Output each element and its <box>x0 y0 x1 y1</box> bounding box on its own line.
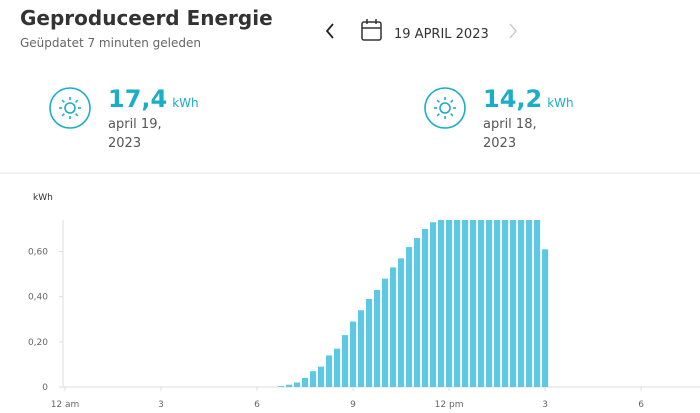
bar <box>542 249 549 387</box>
bar <box>390 267 397 387</box>
bar <box>510 220 517 387</box>
bar <box>446 220 453 387</box>
sun-ray <box>61 113 65 117</box>
x-tick-label: 12 am <box>51 400 80 410</box>
x-tick-label: 6 <box>254 400 260 410</box>
bar <box>526 220 533 387</box>
y-tick-label: 0,60 <box>28 248 48 258</box>
sun-ray <box>436 99 440 103</box>
x-tick-label: 6 <box>638 400 644 410</box>
sun-ray <box>75 99 79 103</box>
bar <box>286 384 293 387</box>
x-tick-label: 3 <box>542 400 548 410</box>
sun-ray <box>450 99 454 103</box>
sun-ray <box>436 113 440 117</box>
bar <box>534 220 541 387</box>
prev-day[interactable] <box>325 23 334 39</box>
bar <box>414 238 421 387</box>
energy-value: 17,4 <box>108 85 167 113</box>
energy-value: 14,2 <box>483 85 542 113</box>
energy-date: april 18, 2023 <box>483 117 537 151</box>
sun-ray <box>61 99 65 103</box>
y-tick-label: 0,20 <box>28 338 48 348</box>
bar <box>326 355 333 387</box>
bar <box>278 386 285 387</box>
bar <box>382 278 389 387</box>
bar <box>502 220 509 387</box>
sun-ray <box>75 113 79 117</box>
bar <box>366 298 373 387</box>
bar <box>398 258 405 387</box>
bar <box>318 366 325 387</box>
subtitle: Geüpdatet 7 minuten geleden <box>20 36 201 50</box>
bar <box>438 220 445 387</box>
bar <box>518 220 525 387</box>
calendar-icon[interactable] <box>361 19 382 41</box>
sun-icon-ring <box>49 87 91 129</box>
bar <box>422 229 429 387</box>
bar <box>342 335 349 387</box>
bar <box>350 321 357 387</box>
bar <box>478 220 485 387</box>
bar <box>358 310 365 387</box>
y-axis-label: kWh <box>33 193 53 203</box>
energy-unit: kWh <box>547 96 573 110</box>
bar <box>310 371 317 387</box>
x-tick-label: 3 <box>158 400 164 410</box>
bar <box>302 377 309 387</box>
bar <box>494 220 501 387</box>
energy-unit: kWh <box>172 96 198 110</box>
sun-icon <box>439 102 451 114</box>
date[interactable]: 19 APRIL 2023 <box>394 27 489 42</box>
y-tick-label: 0,40 <box>28 293 48 303</box>
bar <box>486 220 493 387</box>
sun-icon <box>64 102 76 114</box>
bar <box>334 348 341 387</box>
bar <box>462 220 469 387</box>
sun-ray <box>450 113 454 117</box>
bar <box>374 289 381 387</box>
bar <box>294 382 301 387</box>
title: Geproduceerd Energie <box>20 6 273 30</box>
bar <box>470 220 477 387</box>
bar <box>430 222 437 387</box>
sun-icon-ring <box>424 87 466 129</box>
x-tick-label: 12 pm <box>435 400 464 410</box>
bar <box>406 247 413 387</box>
y-tick-label: 0 <box>42 383 48 393</box>
x-tick-label: 9 <box>350 400 356 410</box>
bar <box>454 220 461 387</box>
next-day[interactable] <box>509 23 517 39</box>
energy-date: april 19, 2023 <box>108 117 162 151</box>
